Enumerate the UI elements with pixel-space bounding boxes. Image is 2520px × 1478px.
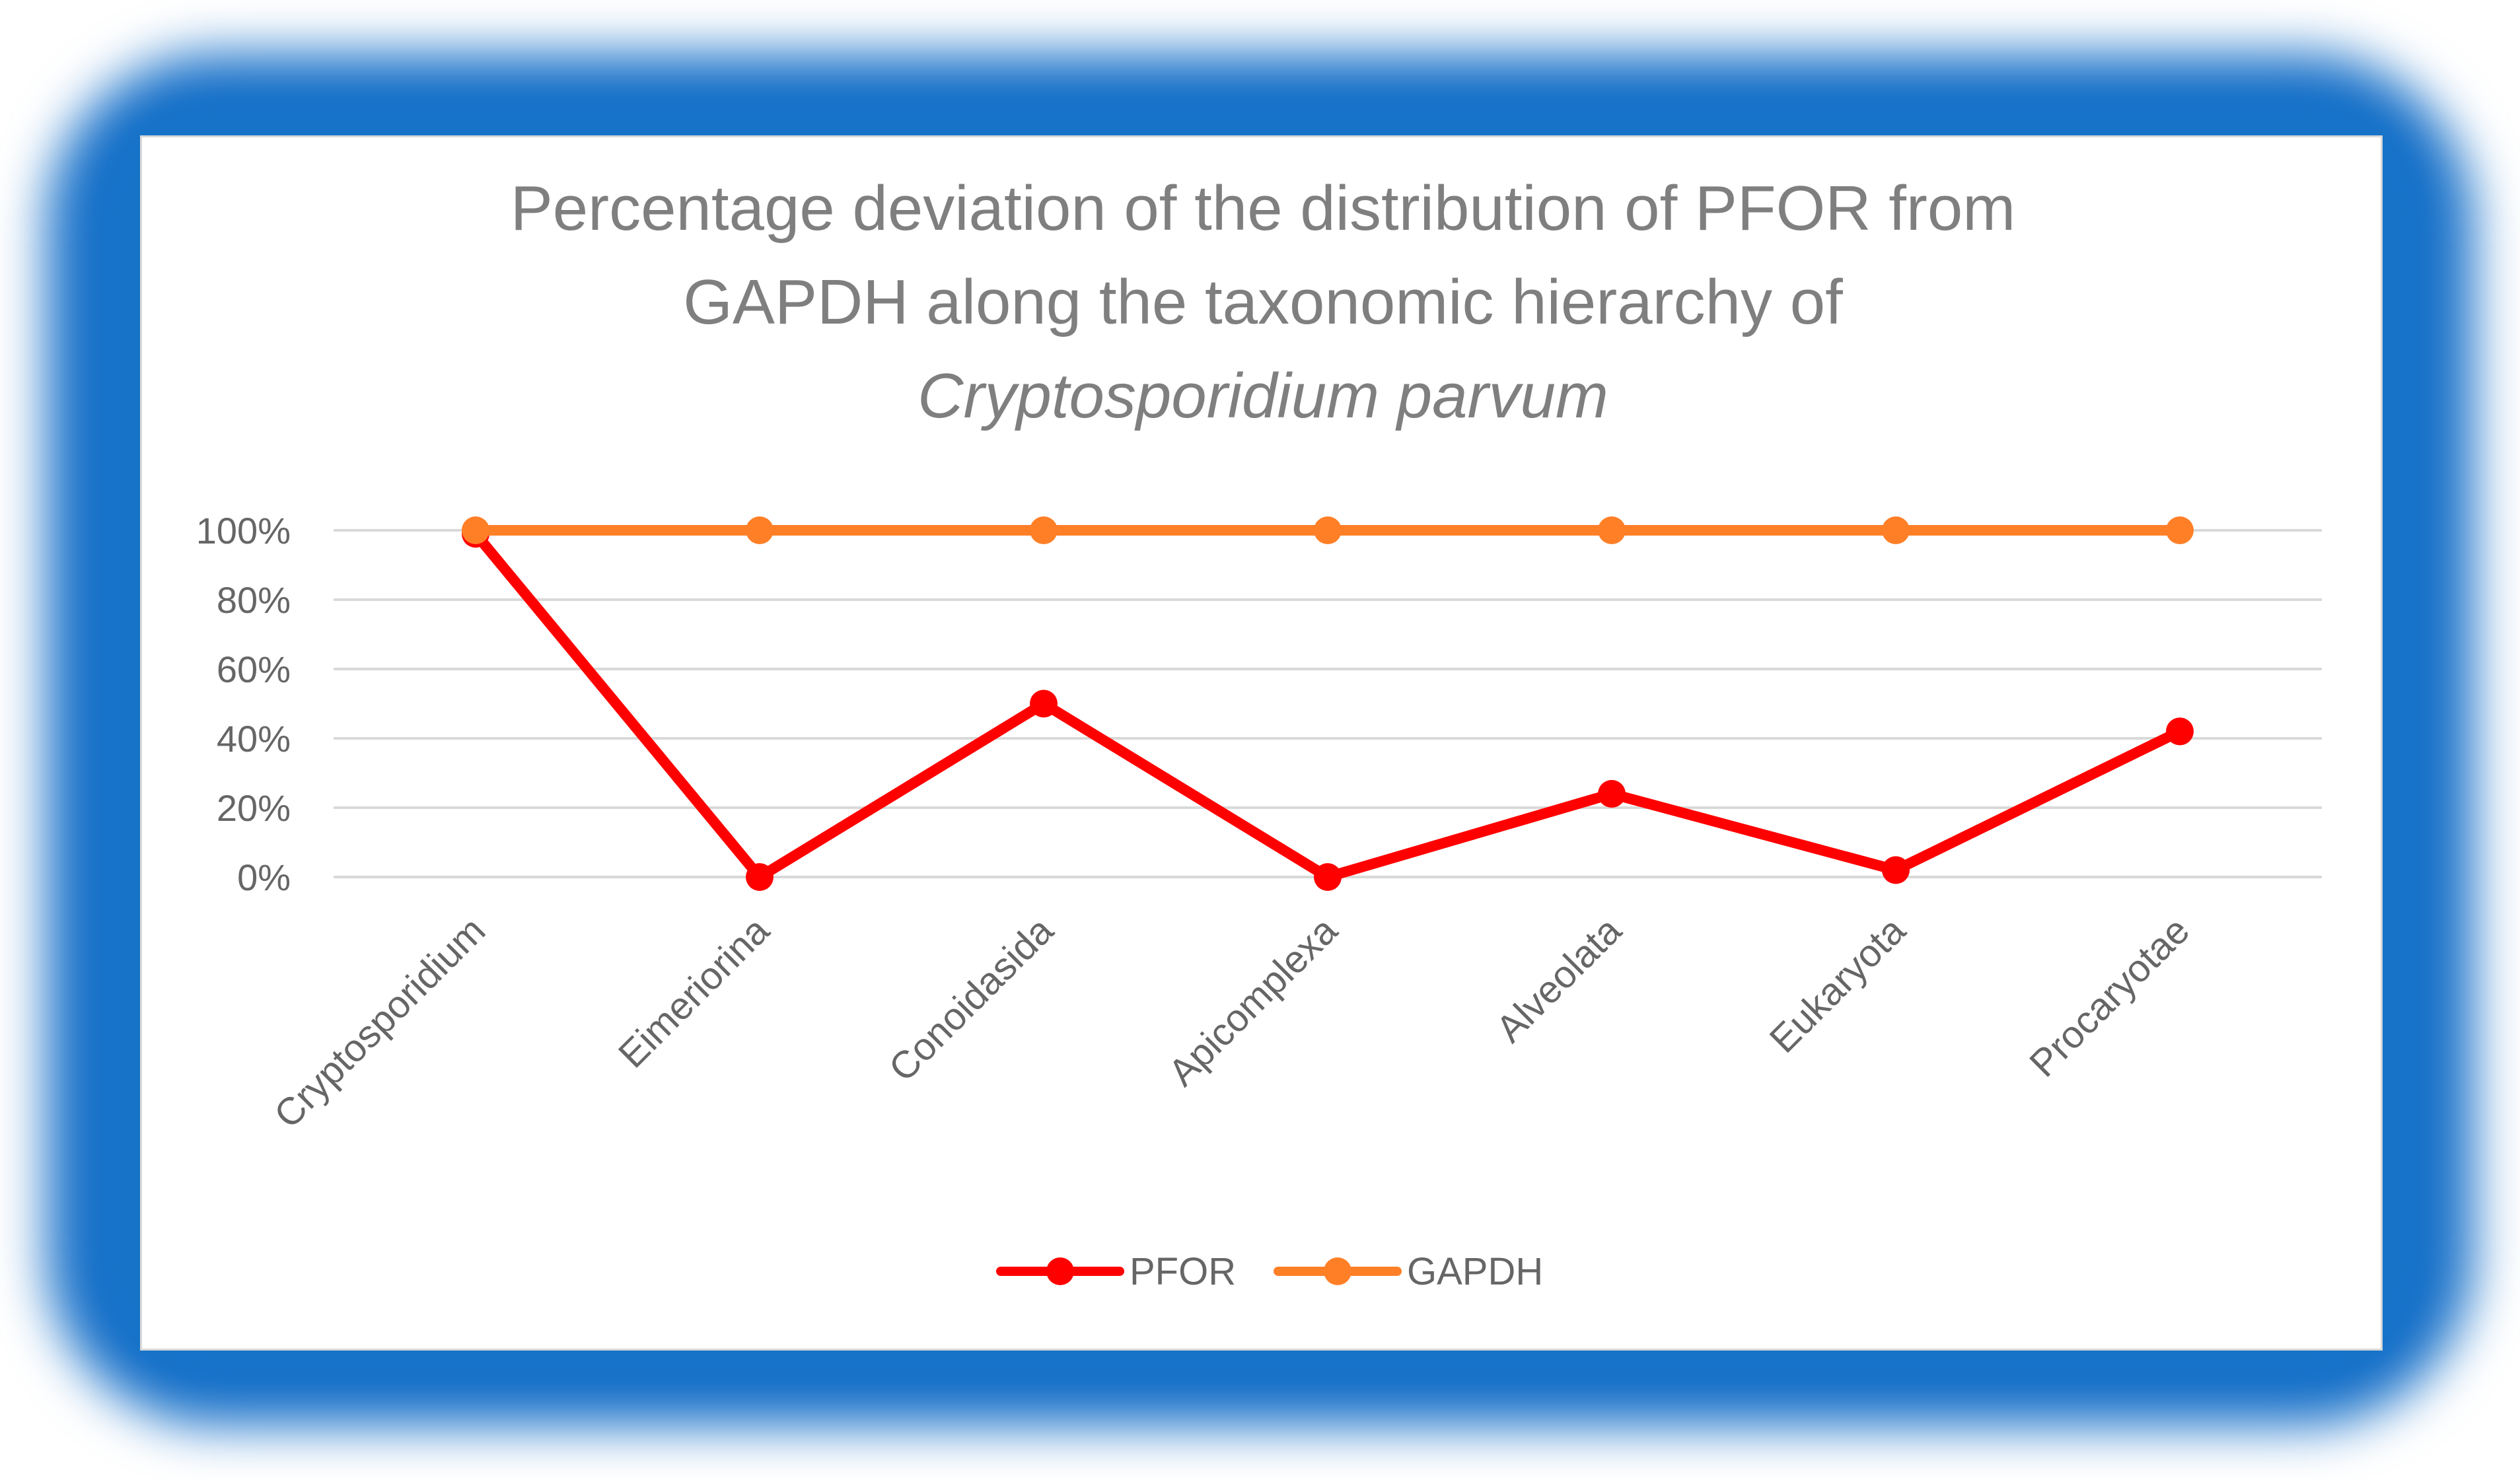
data-point-pfor bbox=[1882, 856, 1910, 884]
chart-title-line1: Percentage deviation of the distribution… bbox=[511, 173, 2016, 244]
x-axis-labels: Cryptosporidium Eimeriorina Conoidasida Api… bbox=[266, 909, 2198, 1137]
data-point-gapdh bbox=[1598, 516, 1626, 544]
y-tick-label: 60% bbox=[217, 649, 291, 690]
chart-title-line2: GAPDH along the taxonomic hierarchy of bbox=[683, 267, 1843, 337]
data-point-pfor bbox=[2166, 717, 2194, 746]
series-group bbox=[462, 516, 2194, 891]
line-chart: Percentage deviation of the distribution… bbox=[196, 173, 2322, 1293]
data-point-gapdh bbox=[1314, 516, 1342, 544]
y-tick-label: 100% bbox=[196, 510, 291, 551]
x-tick-label: Conoidasida bbox=[881, 909, 1062, 1090]
x-tick-label: Procaryotae bbox=[2021, 909, 2198, 1085]
y-tick-label: 20% bbox=[217, 787, 291, 829]
data-point-gapdh bbox=[2166, 516, 2194, 544]
data-point-pfor bbox=[1030, 689, 1058, 718]
data-point-gapdh bbox=[1882, 516, 1910, 544]
legend-swatch-marker bbox=[1046, 1257, 1074, 1285]
legend: PFOR GAPDH bbox=[996, 1250, 1543, 1293]
data-point-gapdh bbox=[462, 516, 489, 544]
chart-title-line3: Cryptosporidium parvum bbox=[918, 361, 1608, 431]
data-point-gapdh bbox=[746, 516, 774, 544]
y-tick-label: 40% bbox=[217, 718, 291, 759]
legend-label: GAPDH bbox=[1407, 1250, 1543, 1293]
y-tick-label: 80% bbox=[217, 579, 291, 621]
chart-panel: Percentage deviation of the distribution… bbox=[140, 135, 2383, 1351]
x-tick-label: Cryptosporidium bbox=[266, 909, 494, 1137]
y-axis-labels: 0% 20% 40% 60% 80% 100% bbox=[196, 510, 291, 898]
legend-swatch-marker bbox=[1324, 1257, 1351, 1285]
x-tick-label: Eimeriorina bbox=[610, 909, 778, 1076]
data-point-pfor bbox=[1598, 780, 1626, 808]
data-point-pfor bbox=[746, 863, 774, 891]
x-tick-label: Alveolata bbox=[1488, 909, 1630, 1051]
legend-label: PFOR bbox=[1130, 1250, 1236, 1293]
data-point-pfor bbox=[1314, 863, 1342, 891]
series-line-pfor bbox=[470, 528, 2185, 882]
y-tick-label: 0% bbox=[237, 857, 291, 898]
x-tick-label: Apicomplexa bbox=[1160, 909, 1346, 1094]
data-point-gapdh bbox=[1030, 516, 1058, 544]
x-tick-label: Eukaryota bbox=[1762, 909, 1914, 1061]
gridlines bbox=[334, 529, 2322, 878]
